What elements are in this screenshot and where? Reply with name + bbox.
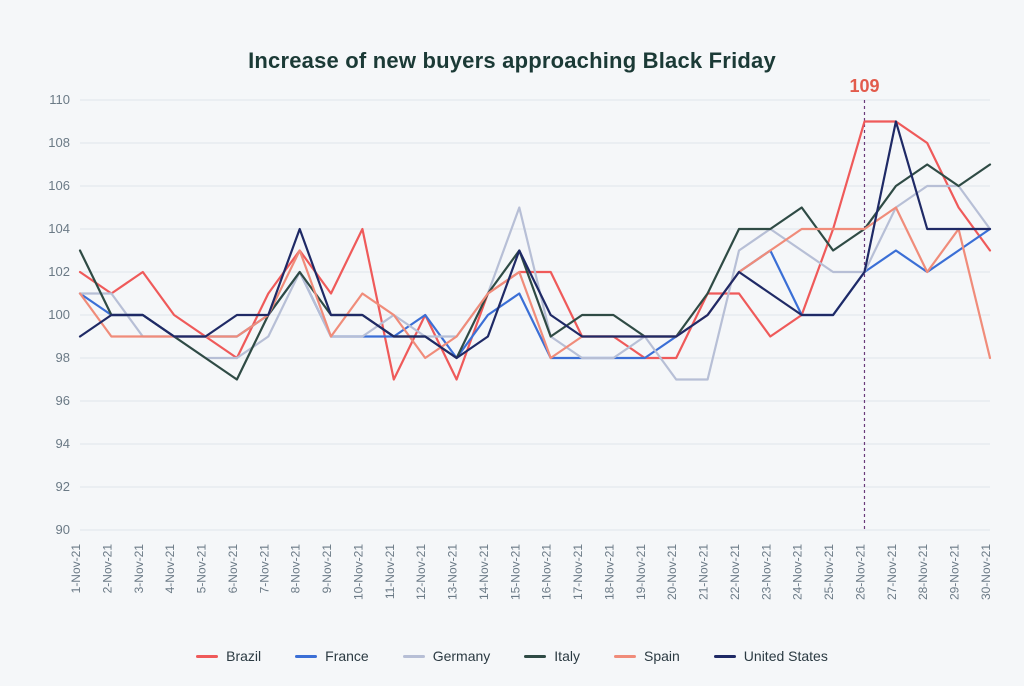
legend-item: Italy [524,648,580,664]
svg-text:20-Nov-21: 20-Nov-21 [665,544,679,600]
legend-label: Italy [554,648,580,664]
svg-text:98: 98 [56,350,70,365]
svg-text:19-Nov-21: 19-Nov-21 [634,544,648,600]
svg-text:109: 109 [849,76,879,96]
svg-text:3-Nov-21: 3-Nov-21 [132,544,146,594]
svg-text:110: 110 [49,92,70,107]
svg-text:102: 102 [48,264,70,279]
svg-text:100: 100 [48,307,70,322]
legend-item: Spain [614,648,680,664]
chart-container: Increase of new buyers approaching Black… [0,0,1024,686]
legend-label: Brazil [226,648,261,664]
svg-text:11-Nov-21: 11-Nov-21 [383,544,397,599]
svg-text:29-Nov-21: 29-Nov-21 [948,544,962,600]
svg-text:9-Nov-21: 9-Nov-21 [320,544,334,594]
svg-text:12-Nov-21: 12-Nov-21 [414,544,428,600]
legend-item: United States [714,648,828,664]
legend-swatch [295,655,317,658]
svg-text:17-Nov-21: 17-Nov-21 [571,544,585,600]
chart-plot: 90 92 94 96 98 100 102 104 106 108 110 1-Nov-21 2-No… [0,0,1024,686]
svg-text:108: 108 [48,135,70,150]
legend-item: France [295,648,369,664]
legend-swatch [524,655,546,658]
svg-text:26-Nov-21: 26-Nov-21 [853,544,867,600]
legend-swatch [403,655,425,658]
svg-text:16-Nov-21: 16-Nov-21 [540,544,554,600]
svg-text:7-Nov-21: 7-Nov-21 [257,544,271,594]
svg-text:25-Nov-21: 25-Nov-21 [822,544,836,600]
svg-text:104: 104 [48,221,70,236]
svg-text:2-Nov-21: 2-Nov-21 [100,544,114,594]
svg-text:24-Nov-21: 24-Nov-21 [791,544,805,600]
legend-swatch [196,655,218,658]
svg-text:6-Nov-21: 6-Nov-21 [226,544,240,594]
svg-text:27-Nov-21: 27-Nov-21 [885,544,899,600]
legend-label: United States [744,648,828,664]
svg-text:8-Nov-21: 8-Nov-21 [289,544,303,594]
svg-text:94: 94 [56,436,70,451]
svg-text:90: 90 [56,522,70,537]
svg-text:18-Nov-21: 18-Nov-21 [602,544,616,600]
legend-label: Spain [644,648,680,664]
svg-text:30-Nov-21: 30-Nov-21 [979,544,993,600]
legend-label: Germany [433,648,491,664]
legend-swatch [714,655,736,658]
svg-text:28-Nov-21: 28-Nov-21 [916,544,930,600]
svg-text:23-Nov-21: 23-Nov-21 [759,544,773,600]
svg-text:106: 106 [48,178,70,193]
legend-item: Germany [403,648,491,664]
svg-text:13-Nov-21: 13-Nov-21 [446,544,460,600]
svg-text:15-Nov-21: 15-Nov-21 [508,544,522,600]
svg-text:4-Nov-21: 4-Nov-21 [163,544,177,594]
svg-text:22-Nov-21: 22-Nov-21 [728,544,742,600]
svg-text:10-Nov-21: 10-Nov-21 [351,544,365,600]
svg-text:1-Nov-21: 1-Nov-21 [69,544,83,594]
svg-text:96: 96 [56,393,70,408]
svg-text:5-Nov-21: 5-Nov-21 [195,544,209,594]
legend-label: France [325,648,369,664]
svg-text:21-Nov-21: 21-Nov-21 [697,544,711,600]
legend-item: Brazil [196,648,261,664]
svg-text:92: 92 [56,479,70,494]
chart-legend: Brazil France Germany Italy Spain United Stat… [0,648,1024,664]
svg-text:14-Nov-21: 14-Nov-21 [477,544,491,600]
legend-swatch [614,655,636,658]
